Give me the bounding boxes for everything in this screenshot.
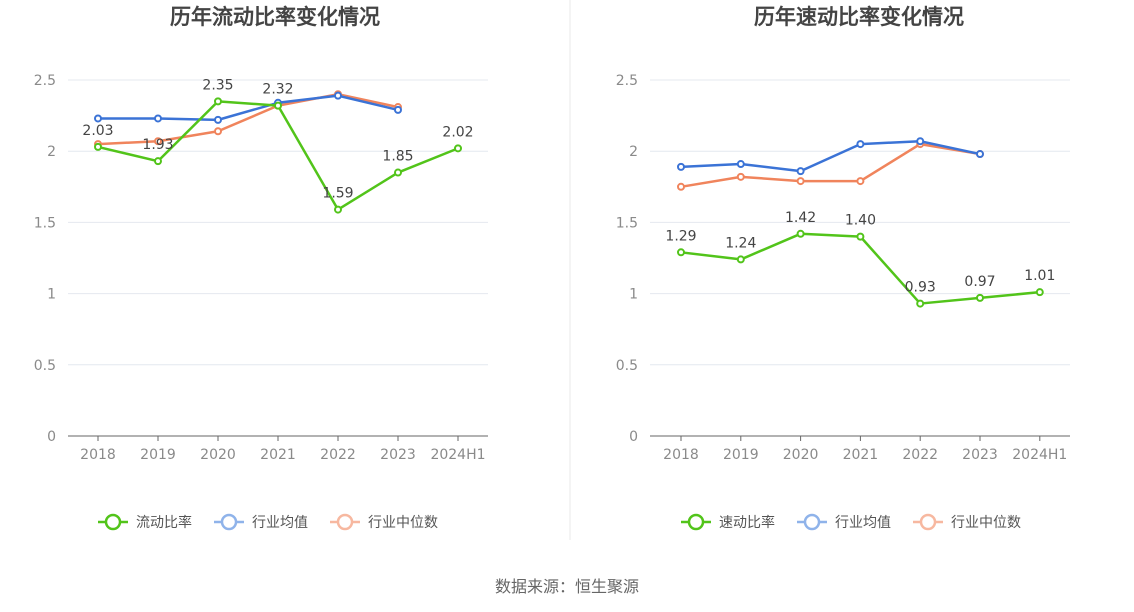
x-tick-label: 2022 [902, 447, 938, 463]
data-point-primary [916, 299, 925, 308]
data-label: 1.01 [1024, 268, 1055, 284]
legend-marker-primary [687, 513, 705, 531]
x-tick-label: 2018 [80, 447, 116, 463]
data-label: 2.03 [82, 123, 113, 139]
y-tick-label: 1.5 [616, 215, 638, 231]
y-tick-label: 0.5 [616, 358, 638, 374]
data-point-industry-avg [94, 114, 102, 123]
data-label: 1.42 [785, 210, 816, 226]
legend-marker-industry-avg [220, 513, 238, 531]
x-tick-label: 2021 [260, 447, 296, 463]
x-tick-label: 2021 [843, 447, 879, 463]
x-tick-label: 2023 [380, 447, 416, 463]
legend-label-primary: 速动比率 [719, 514, 775, 531]
series-line-industry-median [680, 142, 981, 189]
data-point-primary [274, 101, 282, 110]
legend-label-primary: 流动比率 [136, 514, 192, 531]
data-point-primary [334, 205, 342, 214]
data-point-primary [677, 248, 685, 257]
data-label: 1.85 [382, 149, 413, 165]
x-tick-label: 2024H1 [1012, 447, 1067, 463]
y-tick-label: 2 [629, 144, 638, 160]
data-point-primary [1035, 288, 1044, 297]
data-label: 1.93 [142, 137, 173, 153]
data-point-industry-avg [334, 91, 342, 100]
data-point-primary [736, 255, 745, 264]
data-point-industry-avg [677, 162, 685, 171]
data-label: 1.40 [845, 213, 876, 229]
y-tick-label: 1 [47, 287, 56, 303]
data-label: 2.02 [442, 124, 473, 140]
legend-marker-industry-avg [803, 513, 821, 531]
chart-title: 历年速动比率变化情况 [754, 5, 964, 29]
data-label: 0.97 [964, 274, 995, 290]
y-tick-label: 0 [629, 429, 638, 445]
data-point-primary [796, 229, 805, 238]
y-tick-label: 2.5 [34, 73, 56, 89]
series-line-industry-avg [98, 94, 399, 122]
data-point-industry-median [154, 137, 162, 146]
series-line-industry-median [97, 92, 399, 146]
data-label: 1.29 [665, 228, 696, 244]
data-label: 0.93 [905, 280, 936, 296]
y-tick-label: 2.5 [616, 73, 638, 89]
x-tick-label: 2020 [200, 447, 236, 463]
data-point-industry-avg [976, 150, 984, 159]
data-point-industry-median [214, 127, 222, 136]
data-point-industry-avg [736, 160, 745, 169]
x-tick-label: 2019 [723, 447, 759, 463]
y-tick-label: 1 [629, 287, 638, 303]
legend-label-industry-avg: 行业均值 [835, 515, 891, 531]
data-label: 1.59 [322, 186, 353, 202]
x-tick-label: 2020 [783, 447, 819, 463]
data-point-primary [856, 232, 865, 241]
legend-marker-primary [104, 513, 122, 531]
series-line-industry-avg [680, 139, 981, 173]
legend-label-industry-median: 行业中位数 [951, 515, 1021, 531]
data-point-industry-median [796, 177, 805, 186]
data-point-industry-median [677, 182, 685, 191]
data-point-industry-avg [916, 137, 925, 146]
x-tick-label: 2022 [320, 447, 356, 463]
data-label: 2.35 [202, 77, 233, 93]
data-point-primary [94, 142, 102, 151]
legend-marker-industry-median [919, 513, 937, 531]
current-ratio-chart: 历年流动比率变化情况 0 0.5 1 1.5 2 2.5 2018 2019 2020 2021 20… [34, 5, 488, 531]
data-point-primary [394, 168, 402, 177]
data-label: 2.32 [262, 82, 293, 98]
data-point-primary [976, 293, 984, 302]
y-tick-label: 0 [47, 429, 56, 445]
x-tick-label: 2018 [663, 447, 699, 463]
x-tick-label: 2023 [962, 447, 998, 463]
data-point-industry-median [736, 172, 745, 181]
data-point-industry-avg [214, 115, 222, 124]
data-source: 数据来源：恒生聚源 [495, 577, 639, 596]
y-tick-label: 0.5 [34, 358, 56, 374]
y-tick-label: 1.5 [34, 215, 56, 231]
x-tick-label: 2019 [140, 447, 176, 463]
data-point-primary [214, 97, 222, 106]
chart-title: 历年流动比率变化情况 [170, 5, 380, 29]
data-point-industry-median [856, 177, 865, 186]
x-tick-label: 2024H1 [430, 447, 485, 463]
data-point-primary [154, 157, 162, 166]
legend-label-industry-median: 行业中位数 [368, 515, 438, 531]
data-point-industry-avg [394, 105, 402, 114]
quick-ratio-chart: 历年速动比率变化情况 0 0.5 1 1.5 2 2.5 2018 2019 2020 2021 20… [616, 5, 1070, 531]
data-point-primary [454, 144, 462, 153]
data-point-industry-avg [856, 140, 865, 149]
data-point-industry-avg [154, 114, 162, 123]
legend-label-industry-avg: 行业均值 [252, 515, 308, 531]
data-label: 1.24 [725, 235, 756, 251]
legend-marker-industry-median [336, 513, 354, 531]
data-point-industry-avg [796, 167, 805, 176]
y-tick-label: 2 [47, 144, 56, 160]
